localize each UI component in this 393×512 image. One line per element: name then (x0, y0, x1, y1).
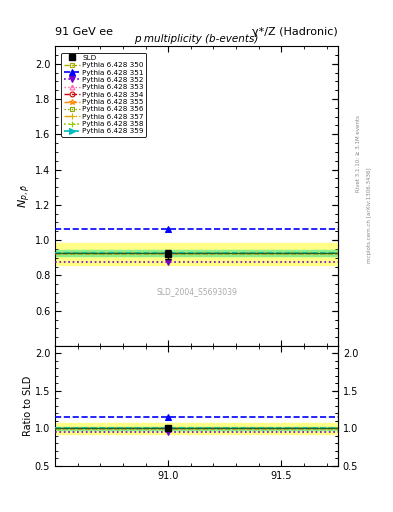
Title: p multiplicity (b-events): p multiplicity (b-events) (134, 34, 259, 44)
Text: 91 GeV ee: 91 GeV ee (55, 27, 113, 37)
Text: γ*/Z (Hadronic): γ*/Z (Hadronic) (252, 27, 338, 37)
Y-axis label: $N_{p,\bar{p}}$: $N_{p,\bar{p}}$ (17, 184, 33, 208)
Text: Rivet 3.1.10; ≥ 3.1M events: Rivet 3.1.10; ≥ 3.1M events (356, 115, 361, 192)
Text: mcplots.cern.ch [arXiv:1306.3436]: mcplots.cern.ch [arXiv:1306.3436] (367, 167, 373, 263)
Y-axis label: Ratio to SLD: Ratio to SLD (24, 376, 33, 436)
Text: SLD_2004_S5693039: SLD_2004_S5693039 (156, 287, 237, 296)
Legend: SLD, Pythia 6.428 350, Pythia 6.428 351, Pythia 6.428 352, Pythia 6.428 353, Pyt: SLD, Pythia 6.428 350, Pythia 6.428 351,… (61, 53, 146, 137)
